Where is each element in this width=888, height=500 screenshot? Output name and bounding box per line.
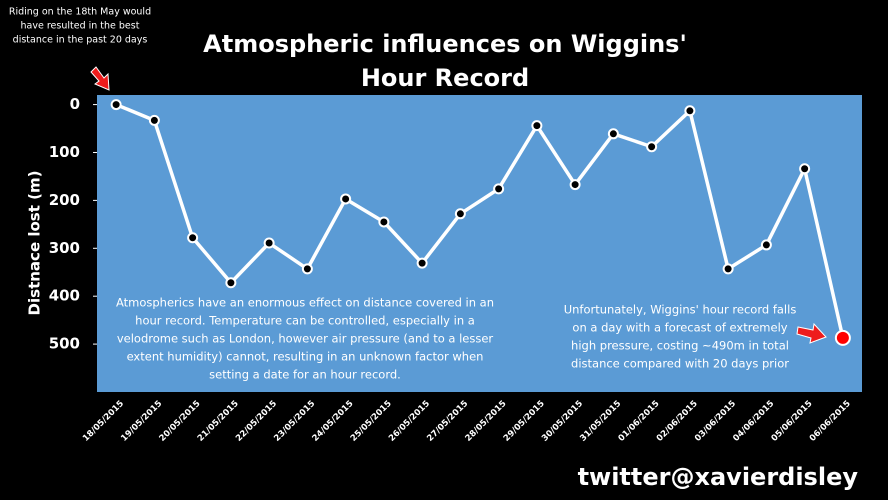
point <box>416 257 428 269</box>
chart-title: Atmospheric influences on Wiggins' <box>203 30 687 58</box>
point <box>722 263 734 275</box>
line <box>115 102 845 339</box>
point <box>531 120 543 132</box>
point <box>378 216 390 228</box>
annotation: have resulted in the best <box>21 21 140 32</box>
y-tick-label: 0 <box>70 95 80 113</box>
annotation: Riding on the 18th May would <box>9 7 151 18</box>
y-tick-label: 500 <box>49 335 80 353</box>
point <box>799 163 811 175</box>
point <box>493 183 505 195</box>
annotation: Unfortunately, Wiggins' hour record fall… <box>564 303 797 317</box>
arrow <box>90 66 110 91</box>
annotation: hour record. Temperature can be controll… <box>135 314 475 328</box>
y-tick-label: 400 <box>49 287 80 305</box>
point <box>148 114 160 126</box>
annotation: high pressure, costing ~490m in total <box>571 339 789 353</box>
annotation: setting a date for an hour record. <box>209 368 401 382</box>
point <box>834 329 851 346</box>
point <box>263 237 275 249</box>
point <box>760 239 772 251</box>
point <box>569 179 581 191</box>
y-axis-label: Distnace lost (m) <box>26 171 44 316</box>
y-tick-label: 100 <box>49 143 80 161</box>
point <box>301 263 313 275</box>
point <box>110 99 122 111</box>
annotation: Atmospherics have an enormous effect on … <box>116 296 494 310</box>
point <box>684 105 696 117</box>
annotation: distance compared with 20 days prior <box>571 357 789 371</box>
annotation: velodrome such as London, however air pr… <box>117 332 494 346</box>
credit: twitter@xavierdisley <box>578 463 859 491</box>
point <box>454 208 466 220</box>
plot-area <box>97 95 862 392</box>
annotation: on a day with a forecast of extremely <box>572 321 787 335</box>
point <box>340 193 352 205</box>
y-tick-label: 300 <box>49 239 80 257</box>
point <box>646 141 658 153</box>
y-tick-label: 200 <box>49 191 80 209</box>
chart-title: Hour Record <box>361 64 529 92</box>
point <box>187 232 199 244</box>
annotation: distance in the past 20 days <box>13 35 148 46</box>
annotation: extent humidity) cannot, resulting in an… <box>127 350 484 364</box>
point <box>607 128 619 140</box>
arrow <box>796 322 827 344</box>
point <box>225 277 237 289</box>
